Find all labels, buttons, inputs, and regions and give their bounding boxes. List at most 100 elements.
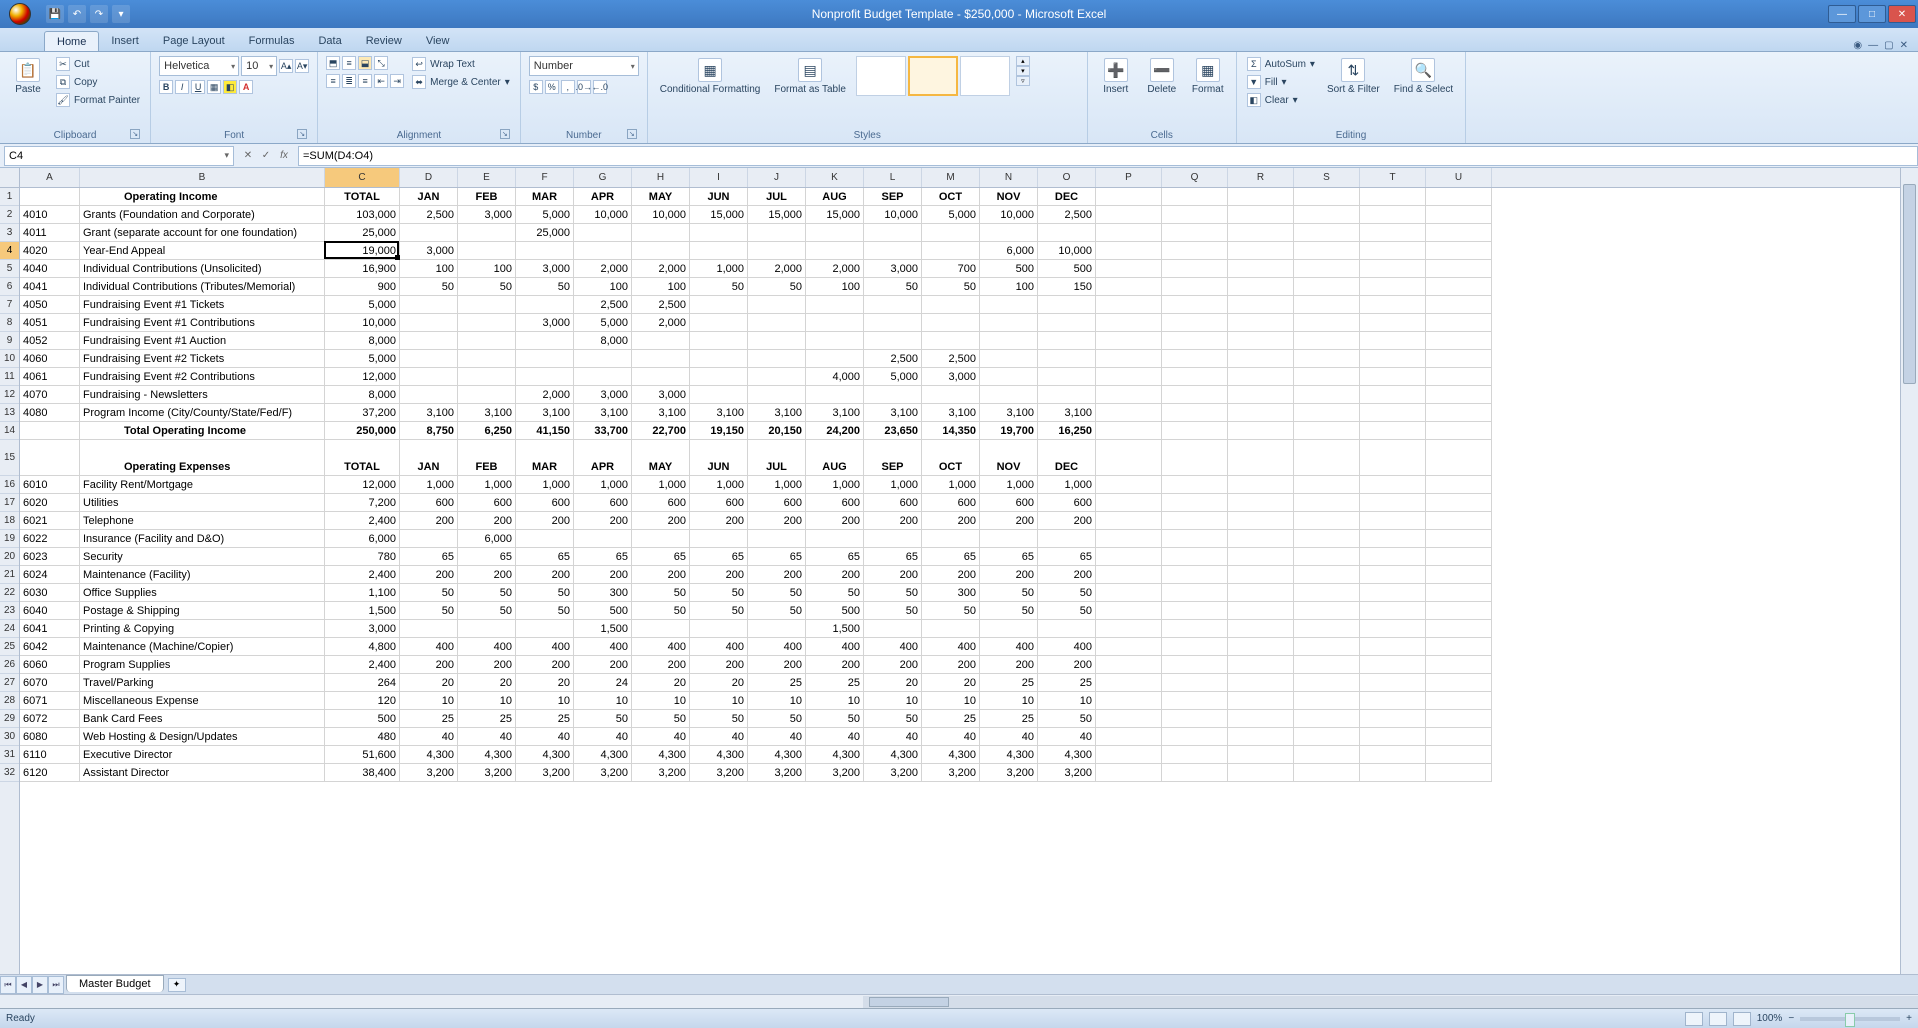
cell[interactable] <box>1294 404 1360 422</box>
cell[interactable] <box>1360 314 1426 332</box>
cell[interactable]: 400 <box>922 638 980 656</box>
cell[interactable]: 25 <box>1038 674 1096 692</box>
cell[interactable] <box>1228 476 1294 494</box>
cell[interactable] <box>1096 656 1162 674</box>
cell[interactable]: 3,000 <box>632 386 690 404</box>
cell[interactable] <box>400 530 458 548</box>
cell[interactable]: 480 <box>325 728 400 746</box>
cell[interactable] <box>400 368 458 386</box>
align-center-icon[interactable]: ≣ <box>342 74 356 88</box>
cell[interactable]: 400 <box>458 638 516 656</box>
cell[interactable]: 1,000 <box>690 476 748 494</box>
cell[interactable]: 50 <box>864 584 922 602</box>
redo-icon[interactable]: ↷ <box>90 5 108 23</box>
cell[interactable]: 4,300 <box>1038 746 1096 764</box>
cell[interactable]: 6030 <box>20 584 80 602</box>
cell[interactable]: 600 <box>1038 494 1096 512</box>
paste-button[interactable]: 📋 Paste <box>8 56 48 97</box>
cell[interactable] <box>1228 350 1294 368</box>
format-cells-button[interactable]: ▦Format <box>1188 56 1228 97</box>
horizontal-scrollbar[interactable] <box>863 996 1918 1008</box>
cell[interactable] <box>1360 224 1426 242</box>
cell[interactable]: 65 <box>574 548 632 566</box>
cell[interactable]: SEP <box>864 440 922 476</box>
cell[interactable] <box>1360 242 1426 260</box>
cell[interactable]: OCT <box>922 440 980 476</box>
column-header[interactable]: H <box>632 168 690 187</box>
cell[interactable]: 200 <box>1038 656 1096 674</box>
cell[interactable]: 200 <box>980 566 1038 584</box>
cell[interactable] <box>1426 530 1492 548</box>
cell[interactable]: 65 <box>864 548 922 566</box>
merge-center-button[interactable]: ⬌Merge & Center ▾ <box>410 74 512 90</box>
cell[interactable]: FEB <box>458 440 516 476</box>
cell[interactable] <box>632 332 690 350</box>
cell[interactable] <box>1228 692 1294 710</box>
cell[interactable]: 15,000 <box>690 206 748 224</box>
cell[interactable] <box>1228 728 1294 746</box>
cell[interactable]: 600 <box>516 494 574 512</box>
cell[interactable]: 10,000 <box>864 206 922 224</box>
cell[interactable]: DEC <box>1038 440 1096 476</box>
cell[interactable]: 200 <box>458 512 516 530</box>
cell[interactable]: 900 <box>325 278 400 296</box>
cell[interactable] <box>1228 260 1294 278</box>
cell[interactable]: 50 <box>864 602 922 620</box>
sort-filter-button[interactable]: ⇅Sort & Filter <box>1323 56 1384 97</box>
cell[interactable] <box>1294 296 1360 314</box>
cell[interactable] <box>1426 584 1492 602</box>
row-header[interactable]: 2 <box>0 206 19 224</box>
restore-ribbon-icon[interactable]: ▢ <box>1884 40 1893 51</box>
cell[interactable]: 200 <box>632 566 690 584</box>
cell[interactable]: 65 <box>748 548 806 566</box>
cell[interactable] <box>1228 278 1294 296</box>
cell[interactable]: 50 <box>632 710 690 728</box>
cell[interactable]: 40 <box>864 728 922 746</box>
cell[interactable]: 1,000 <box>632 476 690 494</box>
cell[interactable] <box>1294 224 1360 242</box>
cell[interactable] <box>1360 584 1426 602</box>
cell[interactable] <box>1228 188 1294 206</box>
fill-color-icon[interactable]: ◧ <box>223 80 237 94</box>
cell[interactable]: JUN <box>690 188 748 206</box>
cell[interactable]: APR <box>574 188 632 206</box>
cell[interactable]: Fundraising - Newsletters <box>80 386 325 404</box>
cell[interactable]: 200 <box>1038 566 1096 584</box>
cell[interactable] <box>1162 620 1228 638</box>
cell[interactable]: 4052 <box>20 332 80 350</box>
cell[interactable]: 50 <box>980 584 1038 602</box>
cell[interactable] <box>1096 584 1162 602</box>
cell[interactable] <box>980 620 1038 638</box>
column-header[interactable]: U <box>1426 168 1492 187</box>
cell[interactable]: 25,000 <box>516 224 574 242</box>
cell[interactable]: 25 <box>458 710 516 728</box>
cell[interactable] <box>864 242 922 260</box>
cell[interactable]: Program Supplies <box>80 656 325 674</box>
cell[interactable] <box>1228 674 1294 692</box>
cell[interactable]: 25 <box>806 674 864 692</box>
cell[interactable] <box>1228 620 1294 638</box>
cell[interactable]: 10 <box>748 692 806 710</box>
cell[interactable] <box>1162 764 1228 782</box>
cell[interactable]: 3,100 <box>400 404 458 422</box>
row-header[interactable]: 12 <box>0 386 19 404</box>
column-header[interactable]: E <box>458 168 516 187</box>
row-header[interactable]: 8 <box>0 314 19 332</box>
cell[interactable] <box>1360 710 1426 728</box>
cell[interactable] <box>806 296 864 314</box>
cell[interactable]: 250,000 <box>325 422 400 440</box>
style-swatch[interactable] <box>856 56 906 96</box>
cell[interactable]: 25 <box>922 710 980 728</box>
cell[interactable]: DEC <box>1038 188 1096 206</box>
cell[interactable] <box>922 386 980 404</box>
cell[interactable] <box>1096 746 1162 764</box>
cell[interactable]: Fundraising Event #1 Contributions <box>80 314 325 332</box>
cell[interactable] <box>1228 656 1294 674</box>
cell[interactable]: 20,150 <box>748 422 806 440</box>
cell[interactable]: 6022 <box>20 530 80 548</box>
cell[interactable] <box>748 296 806 314</box>
cell[interactable] <box>1228 368 1294 386</box>
cell[interactable]: Insurance (Facility and D&O) <box>80 530 325 548</box>
cell[interactable]: 10,000 <box>1038 242 1096 260</box>
cell[interactable]: 8,000 <box>325 332 400 350</box>
